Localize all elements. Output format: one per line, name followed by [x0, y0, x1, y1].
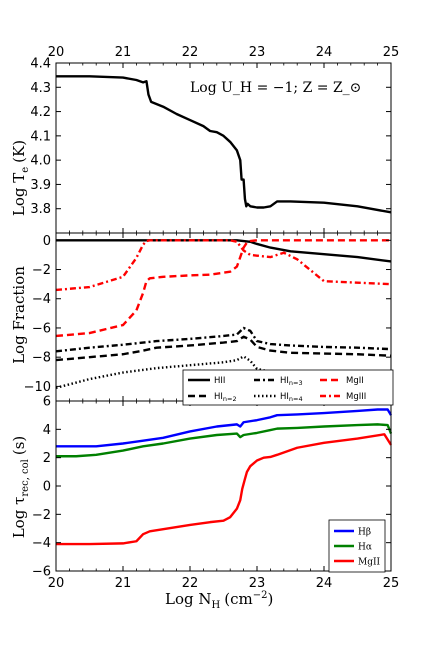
- y-tick-label: −4: [32, 292, 51, 307]
- panel-annotation: Log U_H = −1; Z = Z_⊙: [190, 80, 361, 96]
- top-tick-label: 25: [383, 45, 400, 60]
- x-tick-label: 20: [48, 576, 65, 591]
- fraction-legend: HII HIn=3 MgII HIn=2 HIn=4 MgIII: [182, 369, 394, 406]
- y-tick-label: −10: [24, 380, 51, 395]
- top-tick-label: 23: [249, 45, 266, 60]
- y-tick-label: −8: [32, 351, 51, 366]
- y-tick-label: −2: [32, 263, 51, 278]
- y-tick-label: 6: [43, 395, 51, 410]
- y-tick-label: 3.8: [30, 202, 51, 217]
- panel-temperature: 3.8 3.9 4.0 4.1 4.2 4.3 4.4: [30, 57, 392, 234]
- series-line-hi-n-2: [55, 335, 392, 362]
- legend-label: HIn=4: [280, 392, 303, 403]
- x-tick-label: 22: [182, 576, 199, 591]
- x-tick-label: 23: [249, 576, 266, 591]
- top-tick-label: 22: [182, 45, 199, 60]
- legend-label: Hα: [358, 543, 372, 553]
- y-tick-label: 4.4: [30, 57, 51, 72]
- series-line-mgii: [55, 239, 391, 338]
- y-tick-label: −6: [32, 321, 51, 336]
- y-tick-label: 4.0: [30, 154, 51, 169]
- y-tick-label: 4.3: [30, 81, 51, 96]
- y-tick-label: 2: [43, 451, 51, 466]
- legend-label: MgIII: [346, 392, 366, 402]
- timescale-legend: Hβ Hα MgII: [328, 519, 386, 573]
- legend-label: Hβ: [358, 528, 371, 538]
- x-tick-label: 24: [316, 576, 333, 591]
- top-tick-label: 21: [115, 45, 132, 60]
- top-tick-label: 20: [48, 45, 65, 60]
- legend-label: MgII: [358, 558, 381, 568]
- temperature-axis-label: Log Te(K): [10, 140, 31, 216]
- legend-label: HIn=2: [214, 392, 237, 403]
- series-line-h-: [56, 408, 393, 448]
- series-line-mgii: [56, 433, 393, 546]
- y-tick-label: 4.2: [30, 105, 51, 120]
- y-tick-label: 4: [43, 423, 51, 438]
- y-tick-label: 4.1: [30, 129, 51, 144]
- x-tick-label: 21: [115, 576, 132, 591]
- y-tick-label: 3.9: [30, 178, 51, 193]
- series-line-hii: [56, 239, 392, 263]
- series-line-hi-n-3: [55, 326, 392, 353]
- y-tick-label: −2: [32, 508, 51, 523]
- series-line-h-: [56, 423, 393, 458]
- series-line-mgiii: [55, 239, 392, 292]
- series-line-hi-n-4: [55, 355, 392, 390]
- legend-label: MgII: [346, 376, 364, 386]
- y-tick-label: 0: [43, 480, 51, 495]
- top-axis-tick-labels: 20 21 22 23 24 25: [48, 45, 400, 60]
- y-tick-label: −6: [32, 565, 51, 580]
- y-tick-label: −4: [32, 536, 51, 551]
- x-axis-label: Log NH (cm−2): [165, 590, 273, 611]
- top-tick-label: 24: [316, 45, 333, 60]
- x-tick-label: 25: [383, 576, 400, 591]
- legend-label: HIn=3: [280, 376, 303, 387]
- fraction-axis-label: Log Fraction: [10, 266, 28, 364]
- timescale-axis-label: Log τrec, col(s): [10, 436, 31, 539]
- series-line-temperature: [56, 75, 392, 214]
- panels: 3.8 3.9 4.0 4.1 4.2 4.3 4.4 −10 −8 −6 −4 −2 0 −6 −4 −2 0…: [24, 57, 400, 592]
- y-tick-label: 0: [43, 234, 51, 249]
- panel-ionization-fraction: −10 −8 −6 −4 −2 0: [24, 232, 392, 402]
- legend-label: HII: [214, 376, 225, 386]
